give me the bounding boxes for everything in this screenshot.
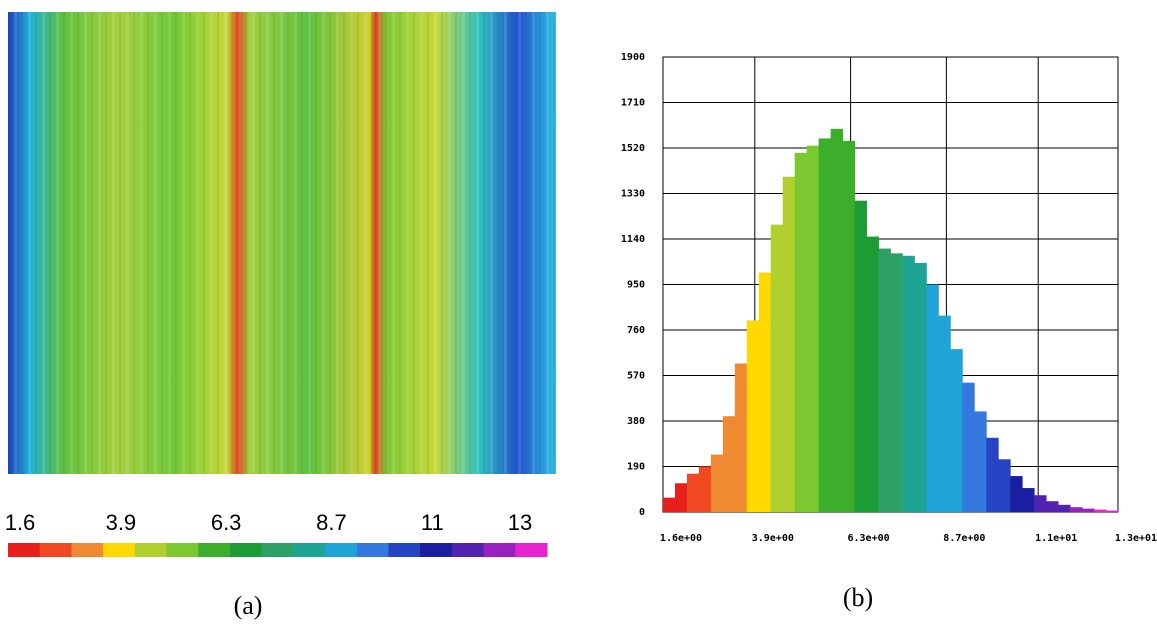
y-tick-label: 1520 xyxy=(621,143,645,154)
y-tick-label: 0 xyxy=(639,507,645,518)
colorbar-swatch xyxy=(451,543,485,557)
y-tick-label: 1140 xyxy=(621,234,645,245)
y-tick-label: 950 xyxy=(627,280,645,291)
colorbar-swatch xyxy=(483,543,516,557)
bar xyxy=(1082,508,1095,512)
bar xyxy=(746,320,760,512)
bar xyxy=(902,255,915,512)
colorbar-swatch xyxy=(515,543,548,557)
y-tick-label: 570 xyxy=(627,371,645,382)
bar xyxy=(1022,488,1035,512)
colorbar-swatch xyxy=(229,543,263,557)
colorbar-swatch xyxy=(325,543,358,557)
bar xyxy=(890,253,903,513)
bar xyxy=(734,363,748,512)
bar xyxy=(818,138,832,512)
bar xyxy=(1010,476,1023,512)
y-tick-label: 1330 xyxy=(621,189,645,200)
x-tick-label: 8.7e+00 xyxy=(943,533,985,544)
bar xyxy=(1070,507,1083,512)
y-tick-label: 760 xyxy=(627,325,645,336)
bar xyxy=(1094,509,1107,512)
bar xyxy=(854,200,867,512)
colorbar-swatch xyxy=(103,543,136,557)
colorbar-swatch xyxy=(388,543,421,557)
colorbar-swatch xyxy=(8,543,41,557)
bar xyxy=(938,315,951,512)
bar xyxy=(830,128,844,512)
bar xyxy=(1058,504,1071,512)
bar xyxy=(794,152,808,512)
bar xyxy=(663,497,676,512)
bar xyxy=(770,224,784,512)
x-tick-label: 1.1e+01 xyxy=(1035,533,1077,544)
y-tick-label: 380 xyxy=(627,416,645,427)
colorbar-label: 8.7 xyxy=(316,510,347,535)
colorbar-swatch xyxy=(356,543,389,557)
bar xyxy=(974,411,987,512)
colorbar-label: 6.3 xyxy=(211,510,242,535)
colorbar-swatch xyxy=(71,543,104,557)
bar xyxy=(1034,495,1047,512)
bar xyxy=(782,176,796,512)
bar xyxy=(722,416,736,512)
bar xyxy=(806,145,820,512)
bar xyxy=(962,382,975,512)
colorbar-swatch xyxy=(166,543,199,557)
colorbar-label: 11 xyxy=(421,510,444,535)
x-tick-label: 3.9e+00 xyxy=(752,533,794,544)
colorbar-swatch xyxy=(134,543,168,557)
colorbar-label: 1.6 xyxy=(5,510,36,535)
bar xyxy=(878,248,891,512)
x-tick-label: 6.3e+00 xyxy=(848,533,890,544)
colorbar-label: 3.9 xyxy=(106,510,137,535)
bar xyxy=(758,272,772,512)
colorbar-swatch xyxy=(198,543,231,557)
colorbar-swatch xyxy=(39,543,72,557)
bar xyxy=(914,262,927,512)
bar xyxy=(674,483,688,512)
bar xyxy=(710,454,724,512)
caption: (a) xyxy=(234,591,263,620)
x-tick-label: 1.6e+00 xyxy=(660,533,702,544)
bar xyxy=(698,466,712,512)
colorbar: 1.6 3.9 6.3 8.7 11 13 xyxy=(5,510,548,557)
x-tick-label: 1.3e+01 xyxy=(1115,533,1157,544)
bar xyxy=(866,236,879,512)
bar xyxy=(950,349,963,512)
bar xyxy=(1106,510,1119,512)
y-tick-label: 1900 xyxy=(621,52,645,63)
bar xyxy=(986,437,999,512)
bar xyxy=(926,284,939,512)
surface-texture xyxy=(8,12,556,474)
colorbar-swatch xyxy=(293,543,326,557)
bar xyxy=(842,140,855,512)
histogram: 0 190 380 570 760 950 1140 1330 1520 1710 1900 1.6e… xyxy=(621,52,1157,544)
colorbar-swatch xyxy=(420,543,453,557)
y-tick-label: 190 xyxy=(627,462,645,473)
bar xyxy=(686,473,700,512)
colorbar-swatch xyxy=(261,543,294,557)
bar xyxy=(998,459,1011,512)
y-tick-label: 1710 xyxy=(621,98,645,109)
bar xyxy=(1046,501,1059,512)
caption: (b) xyxy=(843,583,873,612)
colorbar-label: 13 xyxy=(508,510,532,535)
